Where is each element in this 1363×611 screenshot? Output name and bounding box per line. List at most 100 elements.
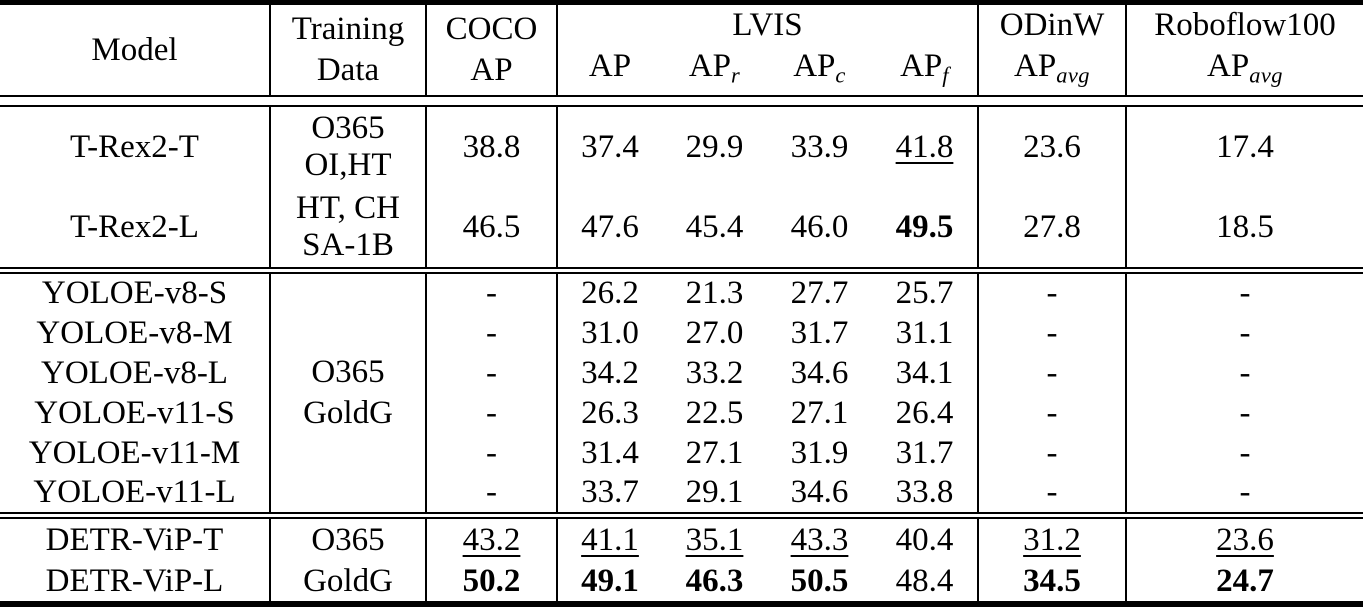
lvis-apf-cell: 34.1 — [872, 353, 979, 394]
lvis-ap-cell: 49.1 — [581, 562, 639, 599]
lvis-apc-cell: 43.3 — [790, 521, 849, 558]
odinw-cell: 27.8 — [978, 187, 1127, 269]
coco-ap-cell: 43.2 — [426, 518, 558, 562]
table-row: YOLOE-v8-L - 34.2 33.2 34.6 34.1 - - — [0, 353, 1363, 394]
double-rule — [0, 95, 1363, 108]
table-row: YOLOE-v8-M - 31.0 27.0 31.7 31.1 - - — [0, 313, 1363, 354]
lvis-apc-cell: 34.6 — [790, 474, 849, 511]
header-lvis-ap: AP — [588, 48, 632, 84]
lvis-ap-cell: 26.3 — [581, 394, 639, 431]
header-training-data: Training Data — [270, 2, 427, 97]
lvis-apr-cell: 35.1 — [685, 521, 744, 558]
model-cell: YOLOE-v11-M — [0, 433, 271, 474]
odinw-cell: - — [978, 473, 1127, 514]
table-row: YOLOE-v8-S O365 GoldG - 26.2 21.3 27.7 2… — [0, 273, 1363, 514]
lvis-apc-cell: 27.1 — [790, 394, 849, 431]
header-roboflow100-apavg: APavg — [1207, 48, 1283, 88]
r-subscript: r — [731, 62, 741, 88]
roboflow-cell: 17.4 — [1216, 128, 1274, 165]
model-cell: DETR-ViP-T — [0, 518, 271, 562]
lvis-apf-cell: 25.7 — [872, 273, 979, 314]
lvis-ap-cell: 31.4 — [581, 434, 639, 471]
training-data-cell: O365 OI,HT — [270, 106, 427, 188]
roboflow-cell: 23.6 — [1216, 521, 1274, 558]
header-row-2: AP APr APc APf — [0, 46, 1363, 97]
header-odinw: ODinW APavg — [978, 2, 1127, 97]
table-header: Model Training Data COCO AP LVIS ODinW A… — [0, 2, 1363, 97]
lvis-ap-cell: 37.4 — [581, 128, 639, 165]
double-rule — [0, 512, 1363, 520]
c-subscript: c — [835, 62, 846, 88]
coco-ap-cell: - — [426, 393, 558, 434]
header-odinw-apavg: APavg — [1014, 48, 1090, 88]
odinw-cell: - — [978, 353, 1127, 394]
odinw-cell: 23.6 — [978, 106, 1127, 188]
lvis-apf-cell: 31.7 — [872, 433, 979, 474]
lvis-apr-cell: 21.3 — [685, 275, 744, 312]
roboflow-cell: - — [1239, 275, 1251, 312]
header-coco-ap: COCO AP — [426, 2, 558, 97]
header-lvis-apf: APf — [872, 46, 979, 97]
roboflow-cell: 18.5 — [1216, 208, 1274, 245]
odinw-cell: - — [978, 393, 1127, 434]
lvis-apc-cell: 31.9 — [790, 434, 849, 471]
table-row: T-Rex2-L HT, CH SA-1B 46.5 47.6 45.4 46.… — [0, 187, 1363, 269]
coco-ap-cell: - — [426, 473, 558, 514]
lvis-ap-cell: 34.2 — [581, 354, 639, 391]
section-rule — [0, 512, 1363, 520]
avg-subscript: avg — [1056, 62, 1090, 88]
coco-ap-cell: - — [426, 313, 558, 354]
training-data-cell: GoldG — [270, 561, 427, 605]
training-data-cell: O365 GoldG — [270, 273, 427, 514]
lvis-apf-cell: 40.4 — [872, 518, 979, 562]
lvis-apc-cell: 33.9 — [790, 128, 849, 165]
section-detr-vip: DETR-ViP-T O365 43.2 41.1 35.1 43.3 40.4… — [0, 518, 1363, 605]
lvis-apf-cell: 31.1 — [872, 313, 979, 354]
odinw-cell: - — [978, 273, 1127, 314]
model-cell: T-Rex2-L — [0, 187, 271, 269]
model-cell: YOLOE-v11-L — [0, 473, 271, 514]
lvis-apr-cell: 33.2 — [685, 354, 744, 391]
lvis-apf-cell: 33.8 — [872, 473, 979, 514]
lvis-apf-cell: 48.4 — [872, 561, 979, 605]
table-row: DETR-ViP-T O365 43.2 41.1 35.1 43.3 40.4… — [0, 518, 1363, 562]
odinw-cell: - — [978, 433, 1127, 474]
table-row: YOLOE-v11-S - 26.3 22.5 27.1 26.4 - - — [0, 393, 1363, 434]
training-data-cell: HT, CH SA-1B — [270, 187, 427, 269]
coco-ap-cell: 46.5 — [426, 187, 558, 269]
lvis-ap-cell: 31.0 — [581, 314, 639, 351]
section-yoloe: YOLOE-v8-S O365 GoldG - 26.2 21.3 27.7 2… — [0, 273, 1363, 514]
lvis-apr-cell: 27.1 — [685, 434, 744, 471]
odinw-cell: - — [978, 313, 1127, 354]
coco-ap-cell: - — [426, 273, 558, 314]
coco-ap-cell: - — [426, 353, 558, 394]
table-row: YOLOE-v11-M - 31.4 27.1 31.9 31.7 - - — [0, 433, 1363, 474]
model-cell: DETR-ViP-L — [0, 561, 271, 605]
lvis-ap-cell: 26.2 — [581, 275, 639, 312]
lvis-apf-cell: 41.8 — [872, 106, 979, 188]
section-rule — [0, 267, 1363, 275]
lvis-apc-cell: 27.7 — [790, 275, 849, 312]
lvis-apr-cell: 29.1 — [685, 474, 744, 511]
header-roboflow100: Roboflow100 APavg — [1126, 3, 1363, 97]
model-cell: YOLOE-v11-S — [0, 393, 271, 434]
lvis-apc-cell: 31.7 — [790, 314, 849, 351]
lvis-apr-cell: 45.4 — [685, 208, 744, 245]
coco-ap-cell: - — [426, 433, 558, 474]
section-trex2: T-Rex2-T O365 OI,HT 38.8 37.4 29.9 33.9 … — [0, 106, 1363, 269]
roboflow-cell: - — [1239, 474, 1251, 511]
roboflow-cell: - — [1239, 434, 1251, 471]
table-row: DETR-ViP-L GoldG 50.2 49.1 46.3 50.5 48.… — [0, 561, 1363, 605]
model-cell: YOLOE-v8-S — [0, 273, 271, 314]
odinw-cell: 31.2 — [978, 518, 1127, 562]
roboflow-cell: - — [1239, 314, 1251, 351]
table-row: T-Rex2-T O365 OI,HT 38.8 37.4 29.9 33.9 … — [0, 106, 1363, 188]
lvis-apf-cell: 49.5 — [872, 187, 979, 269]
lvis-apr-cell: 46.3 — [685, 562, 744, 599]
header-odinw-label: ODinW — [999, 7, 1105, 43]
f-subscript: f — [942, 62, 949, 88]
header-rule — [0, 95, 1363, 108]
lvis-ap-cell: 33.7 — [581, 474, 639, 511]
coco-ap-cell: 50.2 — [426, 561, 558, 605]
